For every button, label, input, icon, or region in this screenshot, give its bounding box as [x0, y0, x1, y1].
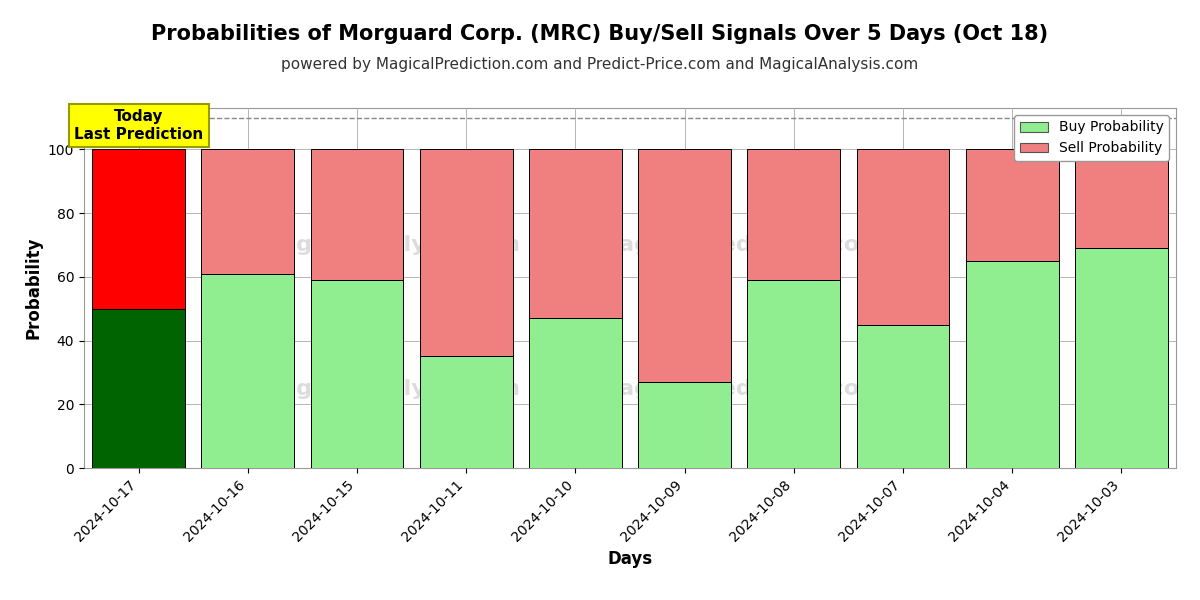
Bar: [857, 325, 949, 468]
Bar: [311, 280, 403, 468]
Bar: [529, 318, 622, 468]
X-axis label: Days: Days: [607, 550, 653, 568]
Bar: [529, 149, 622, 318]
Bar: [966, 149, 1058, 261]
Bar: [1075, 248, 1168, 468]
Text: Today
Last Prediction: Today Last Prediction: [74, 109, 203, 142]
Bar: [92, 149, 185, 309]
Bar: [311, 149, 403, 280]
Legend: Buy Probability, Sell Probability: Buy Probability, Sell Probability: [1014, 115, 1169, 161]
Bar: [420, 356, 512, 468]
Bar: [638, 149, 731, 382]
Text: MagicalAnalysis.com: MagicalAnalysis.com: [259, 235, 521, 255]
Text: MagicalPrediction.com: MagicalPrediction.com: [596, 235, 882, 255]
Bar: [638, 382, 731, 468]
Bar: [966, 261, 1058, 468]
Text: powered by MagicalPrediction.com and Predict-Price.com and MagicalAnalysis.com: powered by MagicalPrediction.com and Pre…: [281, 57, 919, 72]
Bar: [748, 149, 840, 280]
Bar: [1075, 149, 1168, 248]
Bar: [202, 274, 294, 468]
Text: MagicalPrediction.com: MagicalPrediction.com: [596, 379, 882, 399]
Bar: [92, 309, 185, 468]
Text: Probabilities of Morguard Corp. (MRC) Buy/Sell Signals Over 5 Days (Oct 18): Probabilities of Morguard Corp. (MRC) Bu…: [151, 24, 1049, 44]
Y-axis label: Probability: Probability: [24, 237, 42, 339]
Text: MagicalAnalysis.com: MagicalAnalysis.com: [259, 379, 521, 399]
Bar: [748, 280, 840, 468]
Bar: [857, 149, 949, 325]
Bar: [202, 149, 294, 274]
Bar: [420, 149, 512, 356]
